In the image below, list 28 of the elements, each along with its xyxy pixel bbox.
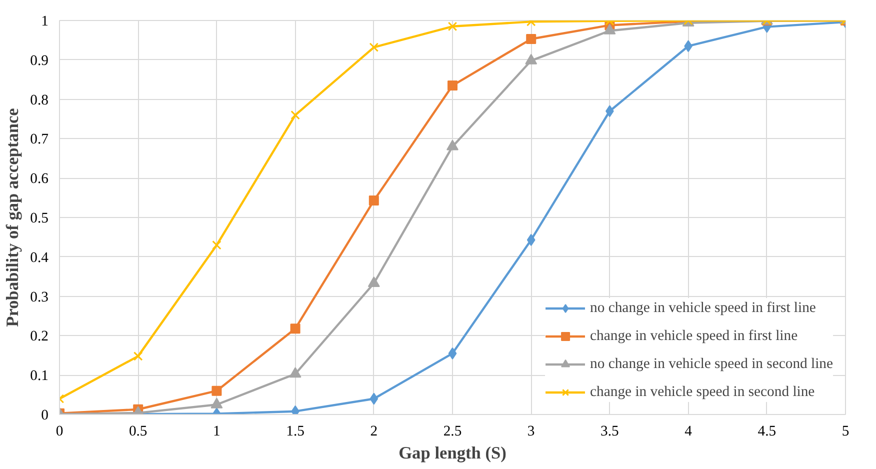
- y-tick-label: 1: [41, 14, 48, 30]
- x-axis-title: Gap length (S): [398, 444, 507, 462]
- y-tick-label: 0.1: [30, 368, 49, 384]
- x-tick-label: 0.5: [128, 424, 148, 440]
- legend-label: no change in vehicle speed in second line: [590, 356, 833, 372]
- x-tick-label: 0: [56, 424, 64, 440]
- y-tick-label: 0.2: [30, 328, 49, 345]
- x-tick-label: 1: [213, 424, 220, 440]
- x-tick-label: 3.5: [600, 424, 619, 440]
- legend-label: no change in vehicle speed in first line: [590, 300, 816, 316]
- y-tick-label: 0.7: [30, 132, 49, 148]
- x-tick-label: 4.5: [758, 424, 776, 440]
- y-tick-label: 0.8: [30, 92, 49, 108]
- x-tick-label: 2: [370, 424, 378, 440]
- y-tick-label: 0.9: [30, 52, 49, 69]
- x-tick-label: 3: [527, 424, 535, 440]
- y-axis-title: Probability of gap acceptance: [3, 108, 22, 327]
- y-tick-label: 0: [41, 408, 48, 424]
- y-tick-label: 0.4: [30, 250, 50, 266]
- legend-label: change in vehicle speed in second line: [590, 384, 815, 400]
- y-tick-label: 0.5: [30, 210, 49, 226]
- y-tick-label: 0.3: [30, 289, 49, 306]
- y-tick-label: 0.6: [30, 171, 49, 188]
- x-tick-label: 5: [842, 424, 850, 440]
- x-tick-label: 4: [684, 424, 693, 440]
- x-tick-label: 2.5: [443, 424, 462, 440]
- legend-label: change in vehicle speed in first line: [590, 328, 798, 344]
- x-tick-label: 1.5: [286, 424, 304, 440]
